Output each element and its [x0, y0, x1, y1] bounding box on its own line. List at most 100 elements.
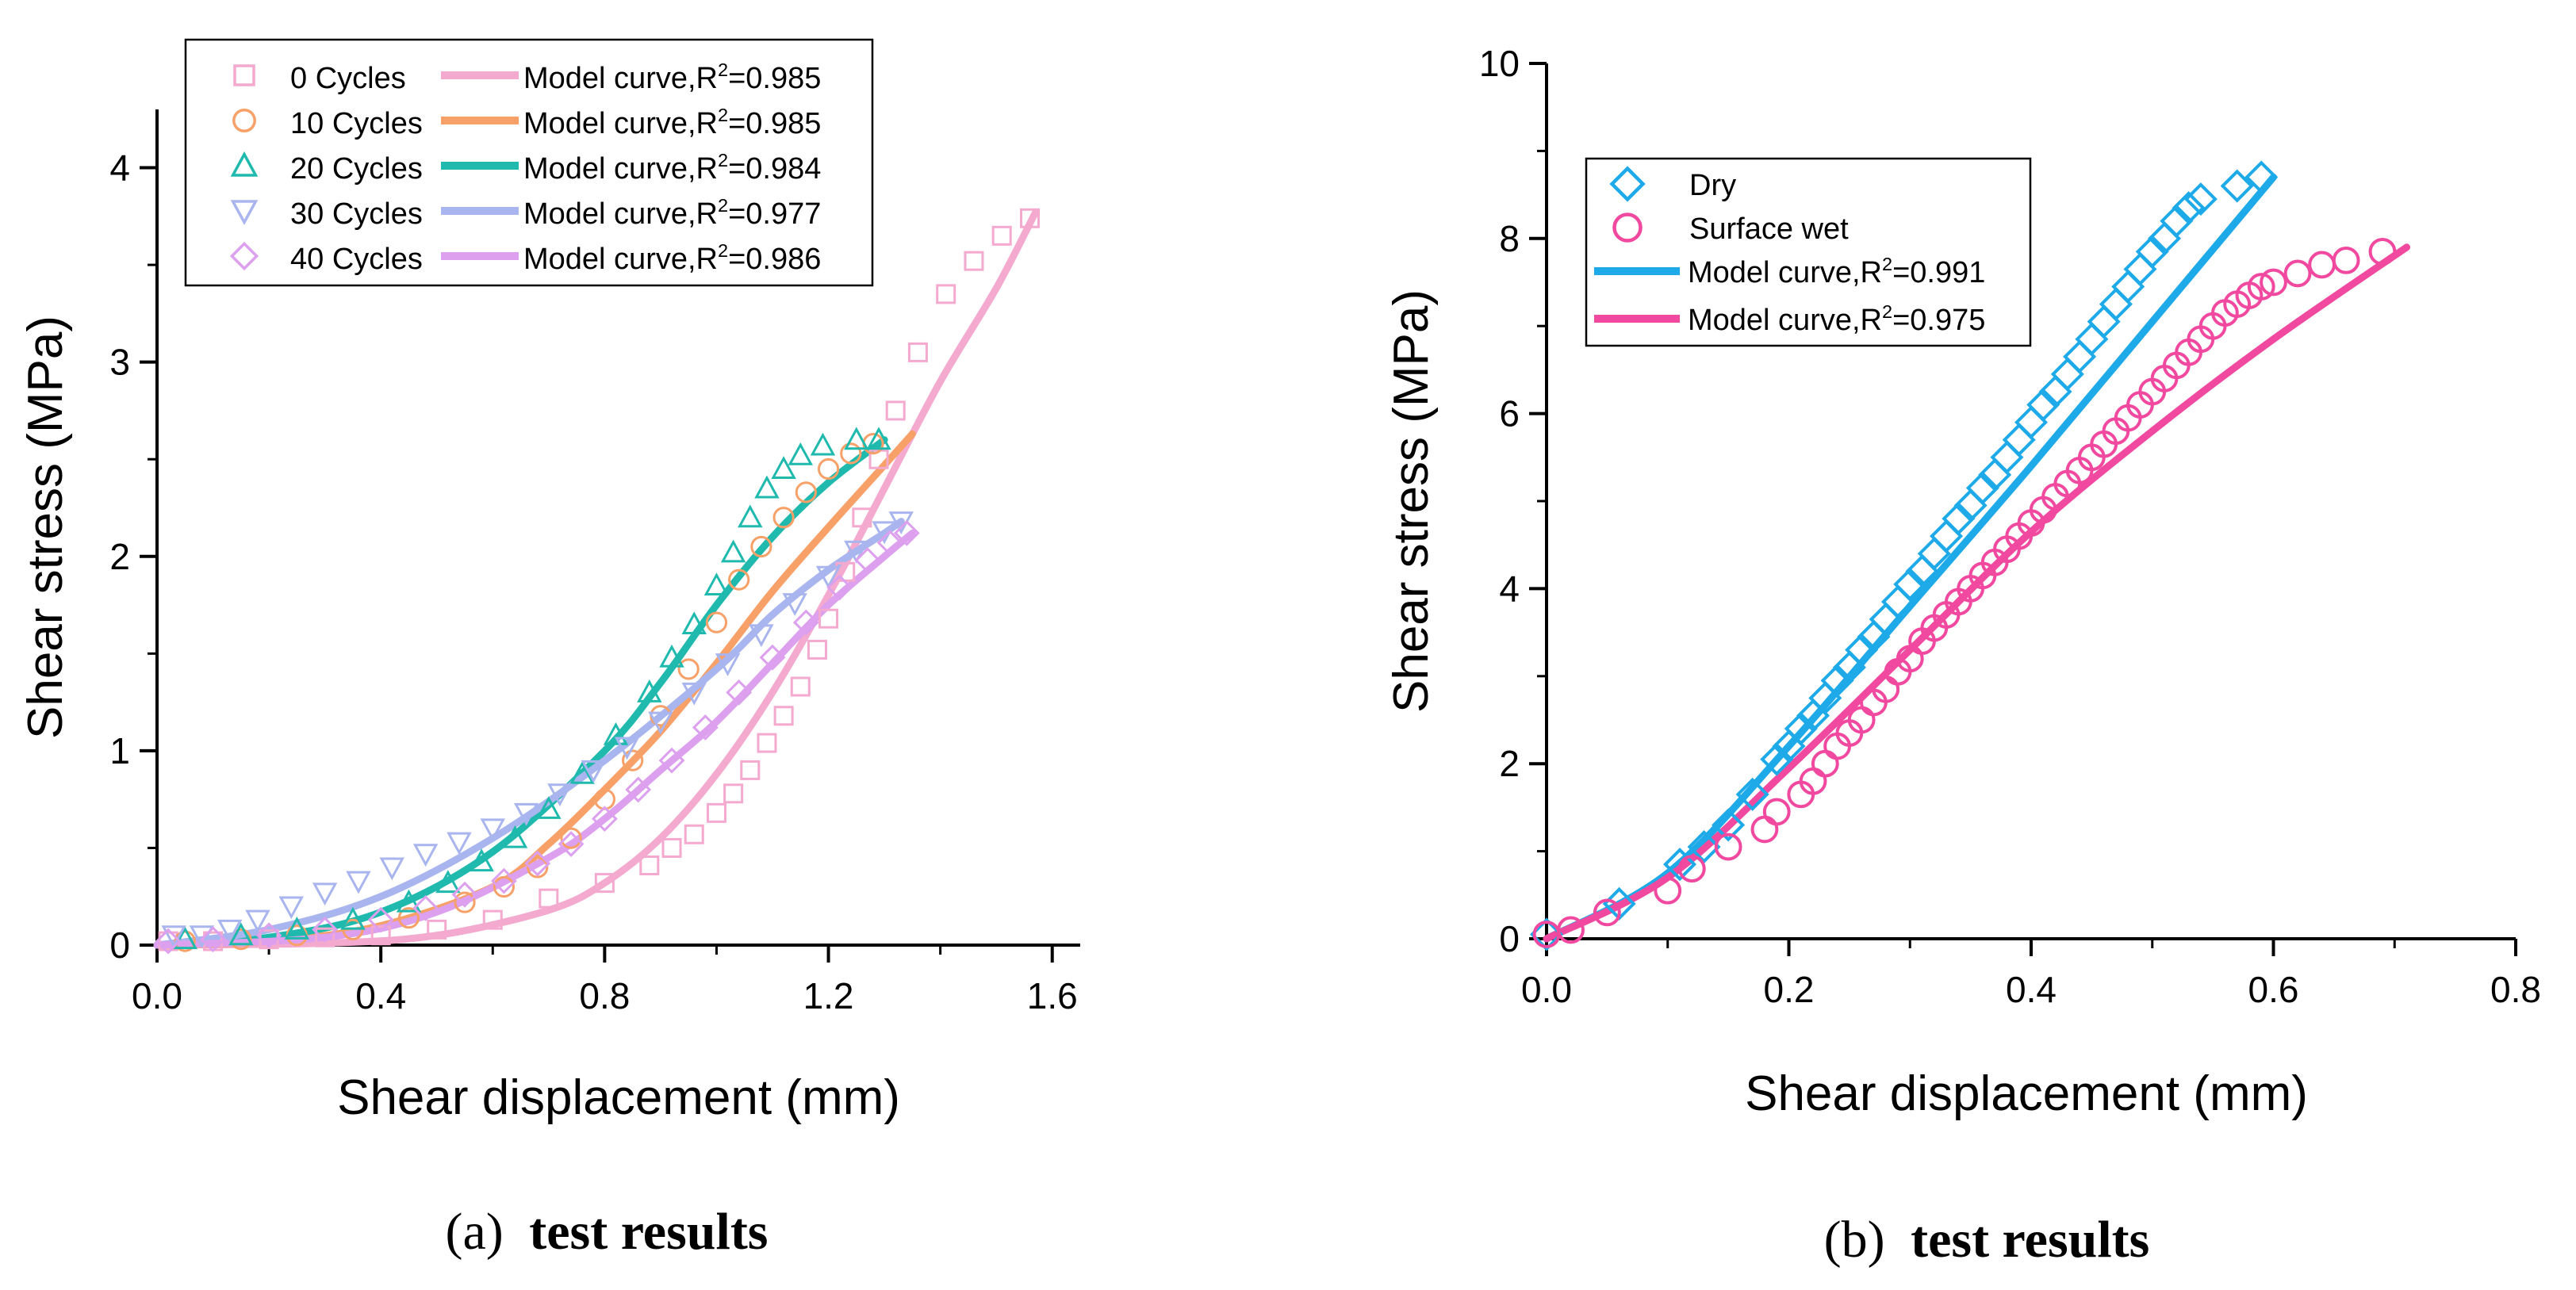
panel-a-data-point: [807, 639, 827, 660]
panel-b-x-tick-label: 0.0: [1521, 969, 1572, 1010]
panel-a-data-point: [740, 760, 761, 780]
panel-a-legend-marker: [232, 109, 256, 132]
panel-a-data-points: [155, 208, 1041, 955]
panel-a-caption-label: (a): [446, 1203, 504, 1261]
panel-b-legend-model-label-value: =0.991: [1892, 256, 1985, 289]
panel-b-data-point: [2160, 204, 2194, 238]
panel-b-legend-model-label: Model curve,R2=0.991: [1688, 254, 1985, 289]
panel-a-data-point: [284, 917, 310, 940]
panel-b-y-axis-label: Shear stress (MPa): [1384, 289, 1439, 713]
panel-b-data-point: [1593, 898, 1621, 927]
panel-a-data-point: [547, 783, 573, 807]
panel-b-data-point: [1845, 633, 1879, 667]
panel-b-data-point: [1712, 808, 1746, 842]
panel-a-data-point: [810, 432, 836, 456]
panel-a-legend-model-label-text: Model curve,R: [523, 62, 718, 95]
panel-b-data-point: [1677, 855, 1706, 883]
panel-a-model-curve: [153, 209, 1040, 949]
panel-a-data-point: [454, 891, 476, 913]
panel-b-data-point: [2002, 423, 2036, 457]
panel-a-y-tick-label: 1: [109, 730, 130, 771]
panel-b-legend-marker: [1609, 166, 1646, 202]
panel-a-legend-label: 30 Cycles: [290, 197, 423, 231]
panel-a-data-point: [773, 706, 794, 726]
panel-a-data-point: [451, 881, 478, 908]
panel-a-x-tick-label: 0.8: [579, 975, 630, 1016]
panel-a-data-point: [681, 682, 707, 706]
panel-b-data-point: [1930, 519, 1964, 553]
panel-a-data-point: [782, 593, 807, 616]
panel-b-legend-model-label: Model curve,R2=0.975: [1688, 301, 1985, 337]
panel-b-data-point: [1687, 830, 1721, 864]
panel-a-data-point: [790, 676, 811, 697]
panel-a-legend-marker: [230, 151, 259, 177]
panel-a-data-point: [569, 760, 595, 784]
panel-b-data-point: [2220, 169, 2254, 203]
panel-a-data-point: [315, 927, 335, 947]
panel-a-y-axis-label: Shear stress (MPa): [18, 316, 73, 739]
panel-a-data-point: [346, 871, 371, 894]
panel-b-x-tick-label: 0.2: [1764, 969, 1815, 1010]
panel-b-data-point: [2183, 182, 2218, 216]
panel-b-data-point: [2123, 252, 2157, 286]
panel-b-data-point: [1942, 502, 1976, 536]
panel-a-legend-box: [184, 38, 874, 287]
panel-b-data-point: [2332, 247, 2360, 274]
panel-b-legend-label: Dry: [1689, 169, 1736, 202]
panel-a-data-point: [771, 456, 796, 479]
panel-a-legend-model-label-value: =0.985: [728, 62, 821, 95]
panel-a-data-point: [603, 722, 629, 745]
panel-a-legend-model-label: Model curve,R2=0.984: [523, 150, 821, 186]
panel-a-legend-model-label-text: Model curve,R: [523, 197, 718, 231]
panel-a-legend-label: 20 Cycles: [290, 152, 423, 186]
panel-a-data-point: [427, 919, 447, 940]
panel-b-data-point: [1735, 777, 1769, 811]
panel-b-ticks: 0.0 0.2 0.4 0.6 0.8 0 2 4 6 8 10: [1479, 43, 2541, 1010]
panel-a-model-curve: [153, 518, 905, 949]
panel-a-y-tick-label: 0: [109, 924, 130, 966]
panel-b: 0.0 0.2 0.4 0.6 0.8 0 2 4 6 8 10 Shear stress (MPa…: [1384, 43, 2541, 1269]
panel-a-data-point: [312, 916, 339, 943]
panel-a-data-point: [614, 737, 640, 760]
panel-a-legend-model-label-text: Model curve,R: [523, 107, 718, 140]
panel-a-legend-model-label-value: =0.985: [728, 107, 821, 140]
panel-b-data-point: [2014, 405, 2049, 439]
panel-b-data-point: [1762, 798, 1791, 826]
panel-a-data-point: [728, 568, 750, 591]
panel-b-data-point: [2050, 357, 2084, 391]
panel-b-y-tick-label: 4: [1499, 568, 1520, 609]
panel-a-ticks: 0.0 0.4 0.8 1.2 1.6 0 1 2 3 4: [109, 147, 1077, 1016]
panel-a-legend-label: 10 Cycles: [290, 107, 423, 140]
panel-b-data-point: [1760, 742, 1794, 776]
panel-a-data-point: [367, 906, 394, 933]
panel-a-legend-label: 0 Cycles: [290, 62, 406, 95]
panel-a-x-tick-label: 0.0: [132, 975, 182, 1016]
panel-a-legend-marker: [229, 241, 259, 271]
panel-b-data-point: [2063, 339, 2097, 373]
panel-a-data-point: [639, 856, 660, 876]
panel-a-data-point: [379, 857, 405, 881]
panel-a-data-point: [447, 832, 472, 856]
panel-a-data-point: [155, 928, 182, 955]
panel-a-data-point: [625, 776, 652, 803]
panel-a-data-point: [581, 760, 606, 783]
panel-b-data-point: [1784, 712, 1818, 746]
panel-a-data-point: [536, 796, 562, 819]
panel-b-x-axis-label: Shear displacement (mm): [1745, 1066, 2308, 1121]
panel-b-legend-model-label-sup: 2: [1882, 301, 1892, 322]
panel-a-data-point: [661, 837, 682, 858]
panel-b-legend-model-label-text: Model curve,R: [1688, 304, 1882, 337]
panel-a-data-point: [255, 922, 282, 949]
panel-a-data-point: [493, 875, 515, 898]
panel-b-legend-marker: [1612, 212, 1643, 243]
panel-a-data-point: [907, 342, 928, 362]
panel-b-y-tick-label: 0: [1499, 918, 1520, 959]
panel-a-legend-marker: [230, 200, 259, 226]
panel-b-y-tick-label: 6: [1499, 393, 1520, 434]
panel-a-data-point: [715, 653, 741, 676]
panel-a-x-tick-label: 1.6: [1027, 975, 1078, 1016]
panel-b-data-point: [2247, 273, 2275, 300]
panel-a-legend-marker: [233, 64, 255, 86]
